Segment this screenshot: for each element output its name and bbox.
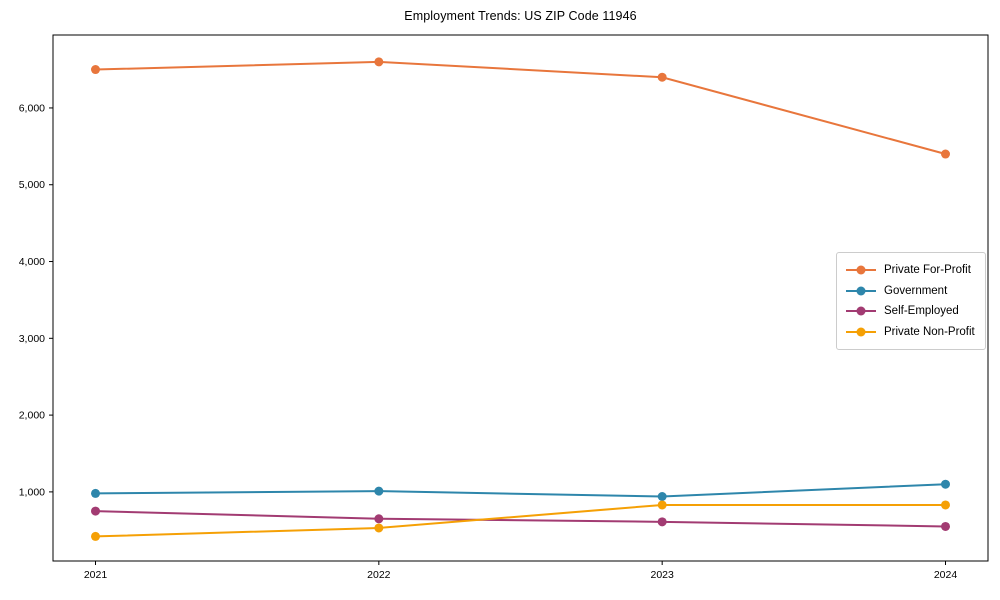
y-tick-label: 4,000 <box>19 256 45 268</box>
data-point-government <box>91 488 100 498</box>
data-point-private-non-profit <box>374 523 384 533</box>
legend-dot-icon <box>856 286 866 296</box>
data-point-government <box>374 486 384 496</box>
legend-line-marker-icon <box>846 306 876 316</box>
data-point-self-employed <box>374 514 384 524</box>
data-point-self-employed <box>91 506 100 516</box>
legend-entry-self-employed: Self-Employed <box>846 301 975 322</box>
data-point-private-for-profit <box>657 72 667 82</box>
series-line-self-employed <box>94 510 947 528</box>
y-tick-label: 5,000 <box>19 179 45 191</box>
legend-dot-icon <box>856 306 866 316</box>
x-tick-label: 2024 <box>934 569 958 581</box>
data-point-self-employed <box>657 517 667 527</box>
axes-border <box>52 34 989 562</box>
legend: Private For-Profit Government Self-Employe… <box>836 252 986 350</box>
legend-dot-icon <box>856 327 866 337</box>
y-tick-label: 6,000 <box>19 102 45 114</box>
legend-entry-private-for-profit: Private For-Profit <box>846 260 975 281</box>
legend-label: Private Non-Profit <box>884 325 975 338</box>
legend-entry-government: Government <box>846 281 975 302</box>
data-point-private-for-profit <box>941 149 950 159</box>
series-line-government <box>94 483 947 498</box>
x-tick-label: 2022 <box>367 569 391 581</box>
data-point-private-non-profit <box>657 500 667 510</box>
y-tick-label: 1,000 <box>19 486 45 498</box>
series-line-private-non-profit <box>94 503 947 538</box>
legend-label: Government <box>884 284 948 297</box>
data-point-private-non-profit <box>91 531 100 541</box>
data-point-self-employed <box>941 521 950 531</box>
x-tick-label: 2021 <box>84 569 108 581</box>
legend-dot-icon <box>856 265 866 275</box>
data-point-private-non-profit <box>941 500 950 510</box>
data-point-government <box>941 479 950 489</box>
data-point-government <box>657 491 667 501</box>
series-line-private-for-profit <box>94 60 947 156</box>
legend-line-marker-icon <box>846 327 876 337</box>
legend-line-marker-icon <box>846 265 876 275</box>
y-tick-label: 3,000 <box>19 333 45 345</box>
y-tick-label: 2,000 <box>19 410 45 422</box>
chart-title: Employment Trends: US ZIP Code 11946 <box>404 9 637 23</box>
legend-line-marker-icon <box>846 286 876 296</box>
data-point-private-for-profit <box>374 57 384 67</box>
legend-label: Private For-Profit <box>884 264 971 277</box>
data-point-private-for-profit <box>91 65 100 75</box>
legend-entry-private-non-profit: Private Non-Profit <box>846 322 975 343</box>
legend-label: Self-Employed <box>884 305 959 318</box>
x-tick-label: 2023 <box>650 569 674 581</box>
